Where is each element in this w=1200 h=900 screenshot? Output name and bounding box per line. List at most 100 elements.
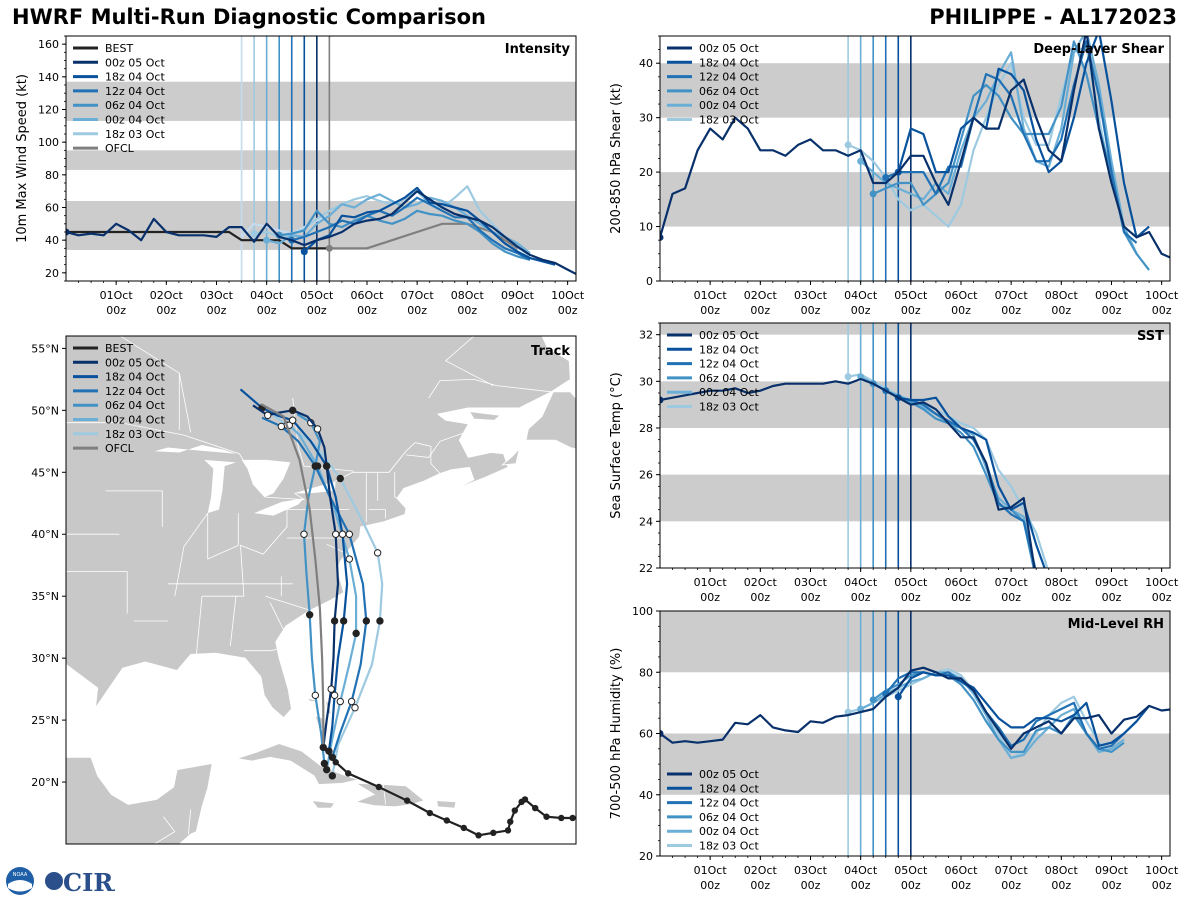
x-tick-label-time: 00z	[851, 304, 871, 317]
track-marker	[339, 617, 348, 625]
y-tick-label: 30	[639, 375, 653, 388]
legend-label: 12z 04 Oct	[699, 71, 759, 84]
x-tick-label-time: 00z	[901, 304, 921, 317]
legend-label: 12z 04 Oct	[105, 85, 165, 98]
series-line	[872, 671, 1125, 754]
panel-title: Track	[531, 344, 570, 359]
storm-name: PHILIPPE - AL172023	[929, 5, 1177, 29]
x-tick-label-time: 00z	[1001, 304, 1021, 317]
track-marker	[332, 530, 340, 538]
x-tick-label-time: 00z	[951, 879, 971, 892]
legend-label: 18z 04 Oct	[699, 782, 759, 795]
ofcl-start-marker	[325, 244, 333, 252]
track-marker	[322, 462, 331, 470]
legend-label: OFCL	[105, 142, 135, 155]
best-track-marker	[320, 744, 327, 751]
land-cuba	[236, 743, 360, 785]
x-tick-label-time: 00z	[700, 591, 720, 604]
x-tick-label-date: 09Oct	[501, 289, 535, 302]
land-north-america	[66, 336, 571, 719]
threshold-band	[660, 611, 1170, 673]
state-border	[265, 595, 309, 611]
x-tick-label-time: 00z	[951, 304, 971, 317]
best-track-marker	[460, 824, 467, 832]
track-line	[261, 416, 368, 758]
legend-label: 18z 03 Oct	[105, 428, 165, 441]
chart-rh: 20 40 60 80 100 01Oct 00z 02Oct 00z 03Oct 00z 04Oct…	[609, 605, 1179, 892]
track-marker	[288, 406, 297, 415]
x-tick-label-date: 01Oct	[694, 289, 728, 302]
x-tick-label-date: 04Oct	[844, 289, 878, 302]
threshold-band	[660, 733, 1170, 795]
y-tick-label: 40	[639, 57, 653, 70]
best-track-marker	[504, 827, 512, 834]
series-line	[897, 36, 1150, 239]
x-tick-label-time: 00z	[1051, 591, 1071, 604]
x-tick-label-date: 04Oct	[844, 864, 878, 877]
track-marker	[320, 759, 329, 768]
legend-label: 00z 04 Oct	[699, 386, 759, 399]
legend-label: 18z 04 Oct	[105, 371, 165, 384]
legend-label: 06z 04 Oct	[699, 85, 759, 98]
x-tick-label-time: 00z	[1152, 304, 1172, 317]
x-tick-label-time: 00z	[1001, 591, 1021, 604]
x-tick-label-time: 00z	[1102, 304, 1122, 317]
y-tick-label: 160	[38, 38, 59, 51]
state-border	[229, 596, 237, 646]
x-tick-label-date: 02Oct	[744, 576, 778, 589]
state-border	[188, 809, 192, 835]
x-tick-label-date: 07Oct	[995, 289, 1029, 302]
x-tick-label-date: 03Oct	[794, 864, 828, 877]
legend-label: 06z 04 Oct	[105, 99, 165, 112]
best-track-marker	[426, 809, 433, 817]
x-tick-label-time: 00z	[801, 591, 821, 604]
series-start-marker	[869, 190, 877, 198]
state-border	[207, 513, 239, 560]
series-start-marker	[894, 693, 902, 701]
series-start-marker	[660, 730, 664, 737]
y-tick-label: 80	[45, 169, 59, 182]
x-tick-label-time: 00z	[307, 304, 327, 317]
best-track-marker	[532, 804, 539, 812]
map-area	[66, 336, 576, 844]
x-tick-label-date: 09Oct	[1095, 576, 1129, 589]
lat-tick-label: 20°N	[31, 776, 59, 789]
legend-label: 18z 03 Oct	[699, 401, 759, 414]
series-line	[266, 193, 531, 255]
x-tick-label-time: 00z	[1051, 304, 1071, 317]
x-tick-label-time: 00z	[700, 304, 720, 317]
legend-label: BEST	[105, 342, 133, 355]
y-tick-label: 28	[639, 422, 653, 435]
track-marker	[338, 530, 347, 538]
y-tick-label: 40	[45, 234, 59, 247]
lake-huron	[241, 459, 291, 498]
x-tick-label-date: 06Oct	[350, 289, 384, 302]
y-tick-label: 80	[639, 666, 653, 679]
panel-title: SST	[1137, 329, 1164, 344]
track-marker	[345, 530, 354, 538]
state-border	[195, 596, 203, 656]
chart-track: 20°N 25°N 30°N 35°N 40°N 45°N 50°N 55°N Track BES…	[31, 335, 577, 845]
x-tick-label-time: 00z	[700, 879, 720, 892]
legend-label: 00z 05 Oct	[699, 768, 759, 781]
track-marker	[311, 691, 320, 700]
x-tick-label-time: 00z	[558, 304, 578, 317]
x-tick-label-time: 00z	[901, 879, 921, 892]
state-border	[105, 490, 163, 527]
globe-icon	[45, 872, 63, 890]
state-border	[154, 816, 176, 844]
x-tick-label-date: 02Oct	[744, 289, 778, 302]
best-track-marker	[490, 829, 497, 837]
track-marker	[328, 772, 337, 780]
state-border	[382, 784, 386, 805]
land-bahamas-grand	[306, 697, 325, 702]
series-start-marker	[857, 373, 865, 381]
x-tick-label-time: 00z	[106, 304, 126, 317]
track-marker	[352, 629, 360, 638]
chart-intensity: 20 40 60 80 100 120 140 160 01Oct 00z 02Oct 00z 03Oc…	[15, 35, 585, 317]
x-tick-label-date: 10Oct	[551, 289, 585, 302]
track-marker	[313, 425, 322, 433]
panel-title: Intensity	[505, 42, 571, 57]
y-axis-label: Sea Surface Temp (°C)	[609, 372, 624, 519]
legend-label: 18z 04 Oct	[105, 71, 165, 84]
